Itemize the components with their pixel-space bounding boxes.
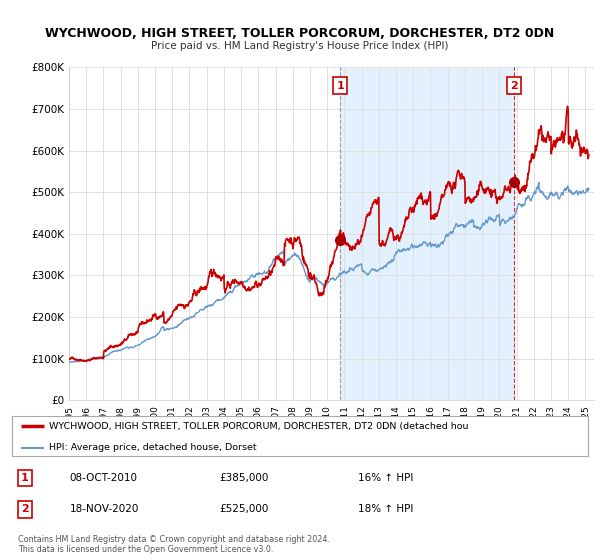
Text: 2: 2 <box>511 81 518 91</box>
Text: 18% ↑ HPI: 18% ↑ HPI <box>358 505 413 515</box>
Text: WYCHWOOD, HIGH STREET, TOLLER PORCORUM, DORCHESTER, DT2 0DN: WYCHWOOD, HIGH STREET, TOLLER PORCORUM, … <box>46 27 554 40</box>
Text: Price paid vs. HM Land Registry's House Price Index (HPI): Price paid vs. HM Land Registry's House … <box>151 41 449 52</box>
Text: WYCHWOOD, HIGH STREET, TOLLER PORCORUM, DORCHESTER, DT2 0DN (detached hou: WYCHWOOD, HIGH STREET, TOLLER PORCORUM, … <box>49 422 469 431</box>
Text: Contains HM Land Registry data © Crown copyright and database right 2024.
This d: Contains HM Land Registry data © Crown c… <box>18 535 330 554</box>
Text: 2: 2 <box>21 505 29 515</box>
Text: HPI: Average price, detached house, Dorset: HPI: Average price, detached house, Dors… <box>49 443 257 452</box>
Text: 1: 1 <box>337 81 344 91</box>
Bar <box>340 67 514 400</box>
Text: £385,000: £385,000 <box>220 473 269 483</box>
Text: 18-NOV-2020: 18-NOV-2020 <box>70 505 139 515</box>
Text: 16% ↑ HPI: 16% ↑ HPI <box>358 473 413 483</box>
Text: 08-OCT-2010: 08-OCT-2010 <box>70 473 137 483</box>
Text: £525,000: £525,000 <box>220 505 269 515</box>
Text: 1: 1 <box>21 473 29 483</box>
